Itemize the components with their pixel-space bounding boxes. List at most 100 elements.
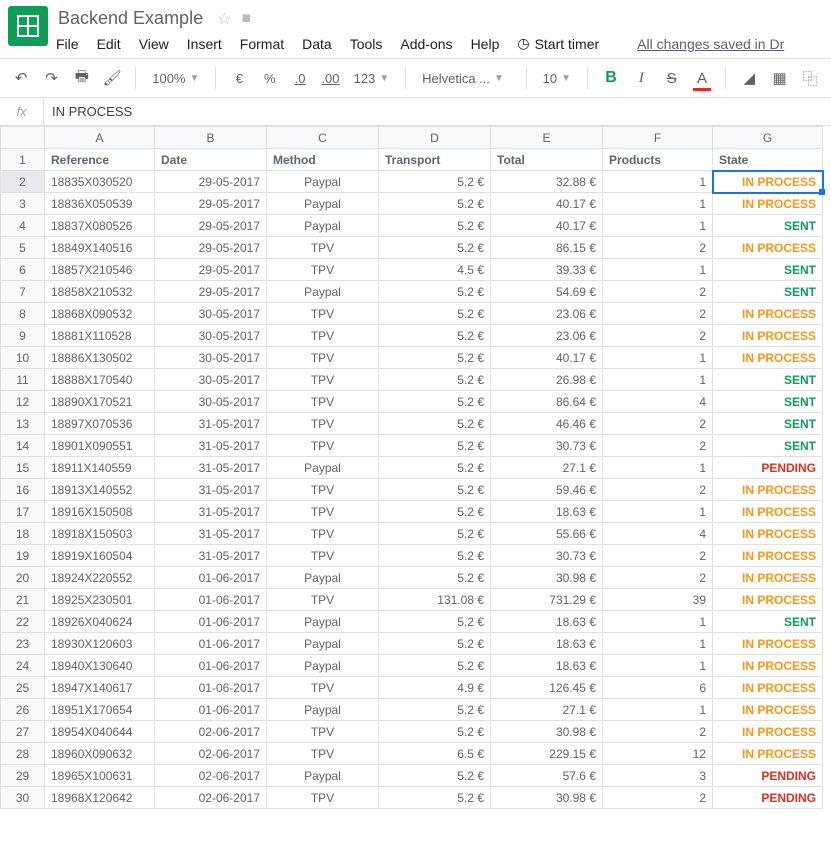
cell-G27[interactable]: IN PROCESS (713, 721, 823, 743)
cell-F19[interactable]: 2 (603, 545, 713, 567)
cell-E15[interactable]: 27.1 € (491, 457, 603, 479)
cell-E5[interactable]: 86.15 € (491, 237, 603, 259)
cell-G30[interactable]: PENDING (713, 787, 823, 809)
cell-G9[interactable]: IN PROCESS (713, 325, 823, 347)
cell-E16[interactable]: 59.46 € (491, 479, 603, 501)
cell-D14[interactable]: 5.2 € (379, 435, 491, 457)
row-header[interactable]: 21 (1, 589, 45, 611)
cell-C4[interactable]: Paypal (267, 215, 379, 237)
cell-F29[interactable]: 3 (603, 765, 713, 787)
cell-F16[interactable]: 2 (603, 479, 713, 501)
cell-F3[interactable]: 1 (603, 193, 713, 215)
cell-B14[interactable]: 31-05-2017 (155, 435, 267, 457)
cell-B7[interactable]: 29-05-2017 (155, 281, 267, 303)
print-button[interactable]: 🖶 (71, 65, 93, 91)
cell-G23[interactable]: IN PROCESS (713, 633, 823, 655)
cell-F30[interactable]: 2 (603, 787, 713, 809)
row-header[interactable]: 26 (1, 699, 45, 721)
borders-button[interactable]: ▦ (768, 65, 790, 91)
cell-E6[interactable]: 39.33 € (491, 259, 603, 281)
cell-D8[interactable]: 5.2 € (379, 303, 491, 325)
cell-C7[interactable]: Paypal (267, 281, 379, 303)
cell-E20[interactable]: 30.98 € (491, 567, 603, 589)
cell-D3[interactable]: 5.2 € (379, 193, 491, 215)
sheets-logo[interactable] (8, 6, 48, 46)
col-header-B[interactable]: B (155, 127, 267, 149)
cell-C8[interactable]: TPV (267, 303, 379, 325)
cell-G4[interactable]: SENT (713, 215, 823, 237)
cell-B29[interactable]: 02-06-2017 (155, 765, 267, 787)
paint-format-button[interactable]: 🖌 (101, 65, 123, 91)
cell-D6[interactable]: 4.5 € (379, 259, 491, 281)
menu-data[interactable]: Data (302, 36, 332, 52)
formula-input[interactable]: IN PROCESS (44, 104, 831, 119)
cell-D12[interactable]: 5.2 € (379, 391, 491, 413)
cell-G15[interactable]: PENDING (713, 457, 823, 479)
cell-E10[interactable]: 40.17 € (491, 347, 603, 369)
cell-D10[interactable]: 5.2 € (379, 347, 491, 369)
cell-E22[interactable]: 18.63 € (491, 611, 603, 633)
row-header[interactable]: 23 (1, 633, 45, 655)
cell-A30[interactable]: 18968X120642 (45, 787, 155, 809)
cell-A10[interactable]: 18886X130502 (45, 347, 155, 369)
cell-F7[interactable]: 2 (603, 281, 713, 303)
cell-G1[interactable]: State (713, 149, 823, 171)
cell-B21[interactable]: 01-06-2017 (155, 589, 267, 611)
col-header-C[interactable]: C (267, 127, 379, 149)
cell-F14[interactable]: 2 (603, 435, 713, 457)
cell-D28[interactable]: 6.5 € (379, 743, 491, 765)
cell-E27[interactable]: 30.98 € (491, 721, 603, 743)
cell-D19[interactable]: 5.2 € (379, 545, 491, 567)
cell-B11[interactable]: 30-05-2017 (155, 369, 267, 391)
decrease-decimal-button[interactable]: .0 (289, 65, 311, 91)
font-color-button[interactable]: A (691, 65, 713, 91)
cell-A14[interactable]: 18901X090551 (45, 435, 155, 457)
cell-B2[interactable]: 29-05-2017 (155, 171, 267, 193)
cell-B30[interactable]: 02-06-2017 (155, 787, 267, 809)
cell-E2[interactable]: 32.88 € (491, 171, 603, 193)
cell-E13[interactable]: 46.46 € (491, 413, 603, 435)
cell-G28[interactable]: IN PROCESS (713, 743, 823, 765)
row-header[interactable]: 13 (1, 413, 45, 435)
cell-F2[interactable]: 1 (603, 171, 713, 193)
cell-A29[interactable]: 18965X100631 (45, 765, 155, 787)
cell-B4[interactable]: 29-05-2017 (155, 215, 267, 237)
cell-C21[interactable]: TPV (267, 589, 379, 611)
row-header[interactable]: 12 (1, 391, 45, 413)
cell-A11[interactable]: 18888X170540 (45, 369, 155, 391)
strikethrough-button[interactable]: S (661, 65, 683, 91)
cell-F21[interactable]: 39 (603, 589, 713, 611)
folder-icon[interactable]: ■ (241, 10, 251, 28)
menu-edit[interactable]: Edit (97, 36, 121, 52)
cell-B16[interactable]: 31-05-2017 (155, 479, 267, 501)
cell-F17[interactable]: 1 (603, 501, 713, 523)
cell-A16[interactable]: 18913X140552 (45, 479, 155, 501)
cell-D2[interactable]: 5.2 € (379, 171, 491, 193)
cell-C14[interactable]: TPV (267, 435, 379, 457)
cell-C12[interactable]: TPV (267, 391, 379, 413)
cell-F24[interactable]: 1 (603, 655, 713, 677)
cell-G8[interactable]: IN PROCESS (713, 303, 823, 325)
cell-G18[interactable]: IN PROCESS (713, 523, 823, 545)
cell-A22[interactable]: 18926X040624 (45, 611, 155, 633)
cell-E21[interactable]: 731.29 € (491, 589, 603, 611)
cell-A19[interactable]: 18919X160504 (45, 545, 155, 567)
redo-button[interactable]: ↷ (40, 65, 62, 91)
cell-G25[interactable]: IN PROCESS (713, 677, 823, 699)
cell-F4[interactable]: 1 (603, 215, 713, 237)
cell-A3[interactable]: 18836X050539 (45, 193, 155, 215)
menu-insert[interactable]: Insert (187, 36, 222, 52)
currency-button[interactable]: € (228, 65, 250, 91)
cell-F5[interactable]: 2 (603, 237, 713, 259)
cell-C9[interactable]: TPV (267, 325, 379, 347)
row-header[interactable]: 1 (1, 149, 45, 171)
row-header[interactable]: 28 (1, 743, 45, 765)
merge-button[interactable]: ⿻ (799, 65, 821, 91)
sheet[interactable]: ABCDEFG 1ReferenceDateMethodTransportTot… (0, 126, 831, 809)
cell-B12[interactable]: 30-05-2017 (155, 391, 267, 413)
cell-C23[interactable]: Paypal (267, 633, 379, 655)
cell-A20[interactable]: 18924X220552 (45, 567, 155, 589)
row-header[interactable]: 20 (1, 567, 45, 589)
row-header[interactable]: 24 (1, 655, 45, 677)
cell-B28[interactable]: 02-06-2017 (155, 743, 267, 765)
